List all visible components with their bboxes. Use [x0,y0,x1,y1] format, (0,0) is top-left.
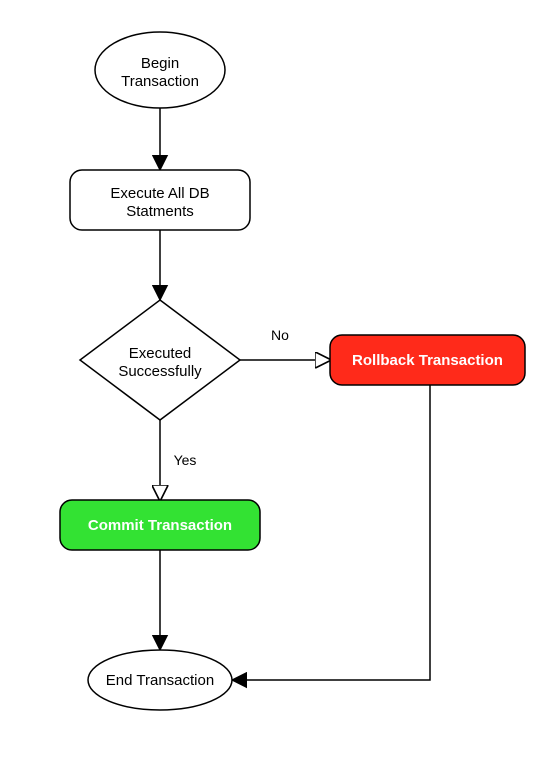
begin-line2: Transaction [121,73,199,90]
execute-line1: Execute All DB [110,185,209,202]
commit-line1: Commit Transaction [88,517,232,534]
node-execute: Execute All DBStatments [70,170,250,230]
end-line1: End Transaction [106,672,214,689]
rollback-line1: Rollback Transaction [352,352,503,369]
execute-line2: Statments [126,203,194,220]
node-end: End Transaction [88,650,232,710]
flowchart-canvas: No Yes BeginTransaction Execute All DBSta… [0,0,551,774]
decision-line1: Executed [129,345,192,362]
svg-text:End Transaction: End Transaction [106,672,214,689]
svg-text:Rollback Transaction: Rollback Transaction [352,352,503,369]
decision-line2: Successfully [118,363,202,380]
edge-rollback-end [232,385,430,680]
begin-line1: Begin [141,55,179,72]
node-commit: Commit Transaction [60,500,260,550]
node-rollback: Rollback Transaction [330,335,525,385]
edge-label-no: No [271,327,289,343]
node-decision: ExecutedSuccessfully [80,300,240,420]
svg-text:Commit Transaction: Commit Transaction [88,517,232,534]
node-begin: BeginTransaction [95,32,225,108]
edge-label-yes: Yes [174,452,197,468]
nodes: BeginTransaction Execute All DBStatments… [60,32,525,710]
svg-text:ExecutedSuccessfully: ExecutedSuccessfully [118,345,202,380]
